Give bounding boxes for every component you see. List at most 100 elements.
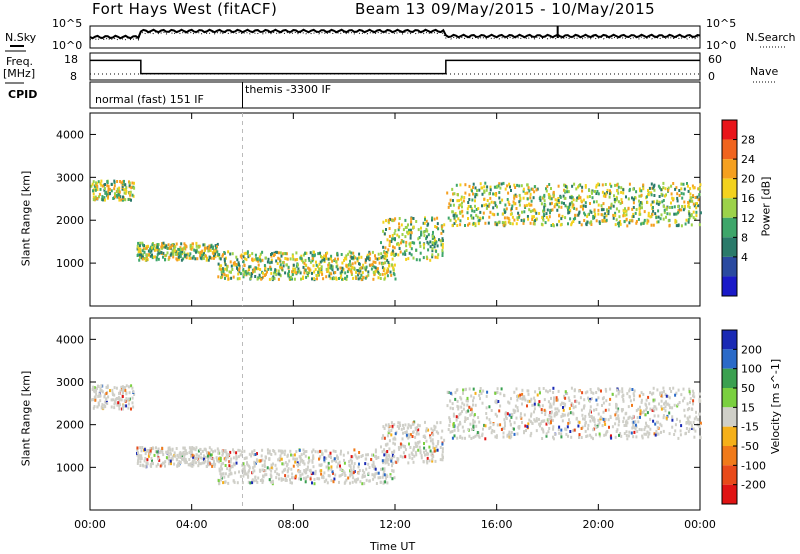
velocity-echo-pixel bbox=[568, 399, 571, 402]
power-echo-pixel bbox=[325, 257, 328, 261]
power-echo-pixel bbox=[297, 267, 300, 271]
power-echo-pixel bbox=[602, 208, 605, 212]
power-echo-pixel bbox=[476, 215, 479, 219]
velocity-echo-pixel bbox=[608, 425, 610, 429]
velocity-echo-pixel bbox=[136, 448, 139, 452]
velocity-echo-pixel bbox=[151, 459, 153, 463]
velocity-echo-pixel bbox=[498, 409, 501, 413]
power-echo-pixel bbox=[391, 219, 394, 223]
velocity-echo-pixel bbox=[652, 391, 655, 395]
velocity-echo-pixel bbox=[305, 450, 308, 453]
velocity-echo-pixel bbox=[590, 390, 593, 394]
velocity-echo-pixel bbox=[534, 390, 537, 394]
power-echo-pixel bbox=[575, 198, 578, 202]
velocity-echo-pixel bbox=[379, 476, 382, 480]
velocity-echo-pixel bbox=[90, 398, 93, 402]
power-echo-pixel bbox=[632, 215, 635, 218]
power-echo-pixel bbox=[137, 246, 140, 250]
velocity-colorbar-swatch bbox=[722, 407, 737, 427]
velocity-echo-pixel bbox=[114, 401, 117, 405]
power-echo-pixel bbox=[282, 264, 285, 268]
velocity-echo-pixel bbox=[268, 457, 271, 461]
power-echo-pixel bbox=[680, 187, 683, 191]
power-echo-pixel bbox=[595, 183, 598, 187]
velocity-echo-pixel bbox=[278, 477, 280, 481]
velocity-echo-pixel bbox=[407, 436, 410, 440]
power-echo-pixel bbox=[242, 269, 245, 273]
power-echo-pixel bbox=[371, 250, 374, 254]
power-echo-pixel bbox=[660, 192, 663, 196]
velocity-echo-pixel bbox=[402, 444, 405, 448]
power-echo-pixel bbox=[468, 193, 471, 197]
power-echo-pixel bbox=[698, 187, 701, 191]
velocity-echo-pixel bbox=[513, 390, 516, 394]
velocity-echo-pixel bbox=[604, 408, 607, 412]
power-echo-pixel bbox=[420, 226, 422, 230]
velocity-echo-pixel bbox=[197, 464, 200, 468]
velocity-echo-pixel bbox=[617, 407, 620, 411]
velocity-echo-pixel bbox=[189, 462, 192, 466]
velocity-echo-pixel bbox=[242, 467, 245, 471]
velocity-echo-pixel bbox=[171, 448, 174, 452]
power-echo-pixel bbox=[336, 253, 339, 257]
power-echo-pixel bbox=[130, 186, 133, 190]
velocity-echo-pixel bbox=[353, 448, 356, 452]
velocity-echo-pixel bbox=[685, 421, 688, 425]
power-echo-pixel bbox=[442, 229, 445, 233]
power-echo-pixel bbox=[217, 262, 220, 266]
power-echo-pixel bbox=[441, 242, 444, 246]
power-echo-pixel bbox=[600, 208, 603, 212]
velocity-echo-pixel bbox=[340, 449, 342, 453]
power-echo-pixel bbox=[681, 196, 684, 200]
velocity-echo-pixel bbox=[223, 449, 226, 453]
power-echo-pixel bbox=[319, 260, 322, 264]
power-echo-pixel bbox=[101, 184, 104, 188]
power-echo-pixel bbox=[460, 197, 463, 201]
freq-label: Freq. bbox=[6, 55, 34, 68]
velocity-echo-pixel bbox=[605, 399, 608, 403]
velocity-echo-pixel bbox=[679, 433, 682, 437]
power-echo-pixel bbox=[592, 214, 595, 218]
velocity-echo-pixel bbox=[170, 462, 172, 466]
power-echo-pixel bbox=[308, 271, 311, 275]
velocity-echo-pixel bbox=[674, 429, 677, 433]
velocity-echo-pixel bbox=[137, 453, 140, 457]
velocity-echo-pixel bbox=[436, 448, 439, 452]
velocity-echo-pixel bbox=[648, 432, 651, 436]
velocity-echo-pixel bbox=[350, 455, 353, 459]
power-echo-pixel bbox=[441, 237, 444, 241]
velocity-echo-pixel bbox=[515, 387, 518, 391]
velocity-colorbar-label: 200 bbox=[741, 343, 762, 356]
power-echo-pixel bbox=[167, 257, 170, 261]
power-echo-pixel bbox=[291, 254, 294, 258]
power-echo-pixel bbox=[567, 222, 569, 226]
power-echo-pixel bbox=[503, 208, 506, 212]
power-echo-pixel bbox=[179, 255, 182, 259]
velocity-echo-pixel bbox=[602, 396, 605, 400]
velocity-echo-pixel bbox=[398, 447, 401, 451]
velocity-echo-pixel bbox=[347, 476, 350, 480]
power-echo-pixel bbox=[472, 221, 475, 225]
power-echo-pixel bbox=[619, 201, 622, 205]
velocity-echo-pixel bbox=[674, 423, 677, 427]
velocity-echo-pixel bbox=[538, 417, 540, 421]
velocity-echo-pixel bbox=[595, 426, 598, 429]
power-echo-pixel bbox=[192, 255, 195, 259]
power-echo-pixel bbox=[107, 195, 109, 199]
velocity-echo-pixel bbox=[415, 432, 418, 436]
power-echo-pixel bbox=[154, 246, 157, 250]
power-echo-pixel bbox=[688, 199, 691, 203]
velocity-echo-pixel bbox=[320, 449, 323, 453]
velocity-echo-pixel bbox=[645, 424, 648, 428]
velocity-echo-pixel bbox=[97, 394, 100, 398]
velocity-echo-pixel bbox=[238, 470, 240, 474]
power-echo-pixel bbox=[124, 198, 127, 202]
velocity-echo-pixel bbox=[388, 439, 391, 443]
velocity-echo-pixel bbox=[506, 412, 509, 416]
velocity-echo-pixel bbox=[386, 475, 389, 478]
velocity-echo-pixel bbox=[509, 419, 511, 423]
power-echo-pixel bbox=[329, 264, 331, 268]
velocity-echo-pixel bbox=[418, 440, 421, 444]
velocity-echo-pixel bbox=[462, 407, 465, 411]
velocity-echo-pixel bbox=[449, 406, 452, 410]
